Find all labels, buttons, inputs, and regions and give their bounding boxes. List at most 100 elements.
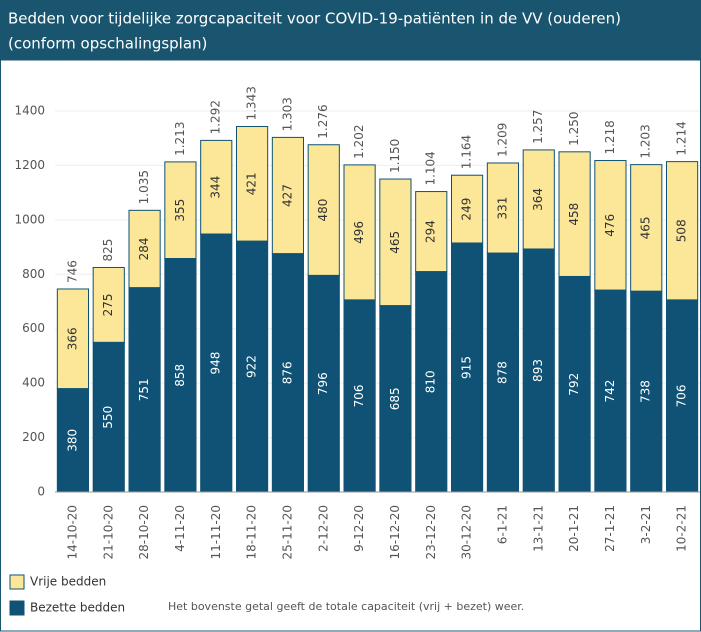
bar-segment [522, 149, 555, 250]
data-label: 751 [137, 378, 151, 401]
data-label: 876 [280, 361, 294, 384]
bar-segment [379, 178, 412, 307]
bar-segment [379, 305, 412, 493]
x-tick-label: 23-12-20 [424, 505, 438, 559]
x-tick-label: 11-11-20 [209, 505, 223, 559]
bar-segment [630, 290, 663, 493]
data-label: 275 [101, 293, 115, 316]
data-label: 742 [603, 380, 617, 403]
bar-segment [343, 164, 376, 301]
y-tick-label: 600 [22, 321, 45, 335]
bar-segment [56, 288, 90, 390]
legend-swatch [9, 600, 25, 616]
bar-segment [128, 209, 161, 289]
total-label: 1.209 [495, 123, 509, 157]
y-tick-label: 400 [22, 376, 45, 390]
x-tick-label: 28-10-20 [137, 505, 151, 559]
y-tick-label: 800 [22, 267, 45, 281]
y-tick-label: 1200 [14, 158, 45, 172]
data-label: 706 [675, 384, 689, 407]
bar-segment [415, 191, 448, 273]
x-tick-label: 14-10-20 [65, 505, 79, 559]
bar-segment [235, 126, 269, 242]
data-label: 380 [65, 429, 79, 452]
total-label: 1.276 [316, 104, 330, 138]
data-label: 796 [316, 372, 330, 395]
total-label: 1.035 [137, 170, 151, 204]
bar-segment [92, 266, 125, 343]
x-tick-label: 20-1-21 [567, 505, 581, 552]
y-tick-label: 1400 [14, 104, 45, 118]
total-label: 1.343 [245, 86, 259, 120]
legend-label: Bezette bedden [30, 601, 125, 615]
bar-segment [630, 164, 663, 292]
y-tick-label: 1000 [14, 212, 45, 226]
x-tick-label: 16-12-20 [388, 505, 402, 559]
data-label: 284 [137, 238, 151, 261]
data-label: 364 [531, 188, 545, 211]
bar-segment [665, 299, 699, 493]
total-label: 1.213 [173, 122, 187, 156]
data-label: 465 [639, 216, 653, 239]
data-label: 810 [424, 370, 438, 393]
x-tick-label: 25-11-20 [280, 505, 294, 559]
x-tick-label: 4-11-20 [173, 505, 187, 552]
total-label: 746 [65, 260, 79, 283]
total-label: 825 [101, 239, 115, 262]
note: Het bovenste getal geeft de totale capac… [168, 600, 524, 613]
x-tick-label: 2-12-20 [316, 505, 330, 552]
total-label: 1.164 [460, 135, 474, 169]
total-label: 1.292 [209, 100, 223, 134]
chart-subtitle: (conform opschalingsplan) [8, 35, 207, 53]
total-label: 1.218 [603, 120, 617, 154]
bar-segment [200, 233, 233, 493]
y-tick-label: 0 [37, 485, 45, 499]
bar-segment [92, 341, 125, 493]
bar-segment [307, 144, 340, 276]
data-label: 792 [567, 373, 581, 396]
bar-segment [486, 252, 520, 493]
x-tick-label: 27-1-21 [603, 505, 617, 552]
data-label: 893 [531, 359, 545, 382]
bar-segment [558, 151, 591, 277]
x-tick-label: 6-1-21 [495, 505, 509, 544]
bar-segment [665, 161, 699, 301]
bar-segment [594, 160, 627, 291]
data-label: 344 [209, 176, 223, 199]
bar-segment [200, 139, 233, 235]
legend-label: Vrije bedden [30, 575, 106, 589]
data-label: 706 [352, 384, 366, 407]
x-tick-label: 21-10-20 [101, 505, 115, 559]
data-label: 366 [65, 327, 79, 350]
data-label: 480 [316, 199, 330, 222]
data-label: 948 [209, 352, 223, 375]
y-tick-label: 200 [22, 430, 45, 444]
data-label: 355 [173, 199, 187, 222]
data-label: 508 [675, 219, 689, 242]
data-label: 858 [173, 364, 187, 387]
total-label: 1.150 [388, 139, 402, 173]
data-label: 550 [101, 406, 115, 429]
x-tick-label: 10-2-21 [675, 505, 689, 552]
data-label: 496 [352, 221, 366, 244]
bar-segment [271, 136, 305, 255]
total-label: 1.203 [639, 124, 653, 158]
chart-title: Bedden voor tijdelijke zorgcapaciteit vo… [8, 10, 621, 28]
header [0, 0, 701, 60]
data-label: 458 [567, 203, 581, 226]
bar-segment [235, 240, 269, 493]
data-label: 331 [495, 197, 509, 220]
data-label: 922 [245, 355, 259, 378]
total-label: 1.214 [675, 121, 689, 155]
x-tick-label: 3-2-21 [639, 505, 653, 544]
x-tick-label: 30-12-20 [460, 505, 474, 559]
data-label: 249 [460, 198, 474, 221]
data-label: 738 [639, 380, 653, 403]
total-label: 1.250 [567, 111, 581, 145]
data-label: 465 [388, 231, 402, 254]
data-label: 476 [603, 214, 617, 237]
bar-segment [450, 174, 484, 244]
bar-segment [486, 162, 520, 254]
data-label: 685 [388, 387, 402, 410]
